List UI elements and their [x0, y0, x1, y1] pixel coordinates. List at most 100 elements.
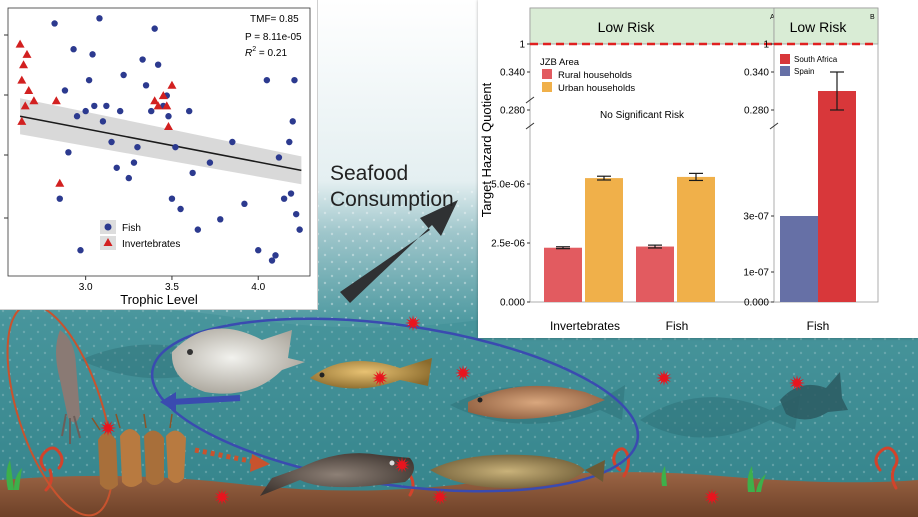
fish-point	[148, 107, 155, 115]
fish-point	[154, 61, 162, 68]
legend-spain-key	[780, 66, 790, 76]
fish-point	[287, 190, 295, 197]
fish-point	[194, 226, 202, 233]
panel-a-legend: JZB Area Rural households Urban househol…	[540, 57, 635, 94]
legend-south-africa-label: South Africa	[794, 55, 838, 64]
food-web-arrow-head-icon	[160, 392, 176, 412]
seafood-label-line1: Seafood	[330, 162, 408, 185]
fish-point	[263, 76, 271, 84]
invertebrate-point	[17, 116, 27, 125]
y-tick-label: 1	[763, 40, 769, 51]
contaminant-star-icon	[394, 457, 410, 473]
fish-point	[291, 76, 298, 84]
panel-a-y-label: Target Hazard Quotient	[479, 82, 494, 217]
invertebrate-point	[22, 49, 32, 58]
axis-break-icon	[525, 122, 535, 130]
pomfret-icon	[171, 328, 305, 394]
fish-point	[241, 200, 248, 208]
legend-rural-key	[542, 69, 552, 79]
fish-point	[142, 82, 150, 89]
invertebrate-point	[153, 101, 163, 110]
invertebrate-point	[150, 96, 160, 105]
category-label: Fish	[807, 319, 830, 333]
scatter-legend: Fish Invertebrates	[100, 220, 180, 250]
contaminant-star-icon	[100, 420, 116, 436]
tmf-annotation: TMF= 0.85	[250, 14, 299, 25]
panel-b-bars	[780, 71, 856, 302]
regression-line-path	[19, 115, 302, 172]
y-tick-label: 1e-07	[743, 268, 769, 279]
hazard-quotient-charts: Low Risk A No Significant Risk 0.000 2.5e…	[479, 7, 879, 333]
bar	[780, 216, 818, 302]
fish-point	[91, 102, 98, 110]
invertebrate-point	[163, 122, 173, 131]
scatter-points	[15, 15, 303, 264]
axis-break-icon	[769, 122, 779, 130]
fish-point	[82, 107, 89, 115]
x-tick-label: 4.0	[251, 282, 265, 293]
fish-point	[255, 247, 262, 254]
fish-point	[73, 113, 81, 120]
panel-a-y-ticks: 0.000 2.5e-06 5.0e-06 0.280 0.340 1	[491, 40, 535, 309]
y-tick-label: 0.340	[744, 68, 769, 79]
y-tick-label: 0.000	[500, 298, 525, 309]
y-tick-label: 1	[519, 40, 525, 51]
y-tick-label: 0.280	[744, 106, 769, 117]
sole-icon	[468, 385, 605, 420]
legend-rural-label: Rural households	[558, 70, 632, 81]
fish-point	[177, 205, 184, 213]
fish-point	[120, 71, 127, 79]
invertebrate-point	[24, 85, 34, 94]
bar	[585, 178, 623, 302]
fish-point	[275, 154, 283, 161]
invertebrate-point	[19, 60, 29, 69]
legend-spain-label: Spain	[794, 67, 814, 76]
fish-point	[229, 138, 236, 146]
y-tick-label: 3e-07	[743, 212, 769, 223]
r2-annotation: R2 = 0.21	[245, 46, 287, 59]
fish-point	[189, 169, 196, 177]
invertebrate-point	[162, 101, 172, 110]
fish-point	[151, 25, 158, 32]
contaminant-star-icon	[405, 315, 421, 331]
invertebrate-point	[55, 178, 65, 187]
contaminant-star-icon	[372, 370, 388, 386]
confidence-band	[20, 98, 302, 185]
no-risk-label: No Significant Risk	[600, 110, 685, 121]
catfish-icon	[260, 453, 414, 496]
y-tick-label: 0.000	[744, 298, 769, 309]
seafood-arrow-icon	[340, 200, 458, 303]
fish-point	[172, 143, 179, 151]
contaminant-star-icon	[789, 375, 805, 391]
contaminant-star-icon	[432, 489, 448, 505]
contaminant-star-icon	[455, 365, 471, 381]
food-web-arrow-head-icon	[250, 454, 270, 472]
trophic-scatter-chart: 3.0 3.5 4.0 TMF= 0.85 P = 8.11e-05 R2 = 0.…	[4, 7, 311, 307]
fish-point	[96, 15, 103, 22]
sediment	[0, 472, 918, 517]
panel-a-categories: Invertebrates Fish	[550, 319, 688, 333]
legend-invert-marker	[103, 238, 113, 246]
legend-fish-label: Fish	[122, 223, 141, 234]
panel-a-label: A	[770, 14, 775, 21]
panel-b-low-risk-band	[773, 7, 879, 45]
fish-silhouette-icon	[780, 372, 848, 420]
fish-point	[130, 159, 138, 166]
bar	[544, 247, 582, 302]
fish-point	[85, 76, 93, 84]
invertebrate-point	[20, 101, 30, 110]
legend-south-africa-key	[780, 54, 790, 64]
panel-a-legend-title: JZB Area	[540, 57, 580, 68]
regression-line	[19, 115, 302, 172]
panel-b-legend: South Africa Spain	[780, 54, 838, 76]
legend-fish-marker	[104, 223, 112, 231]
panel-b-y-ticks: 0.000 1e-07 3e-07 0.280 0.340 1	[743, 40, 779, 309]
shrimp-icon	[91, 413, 186, 490]
panel-a-low-risk-band	[529, 7, 781, 45]
risk-bar-panel: Low Risk A No Significant Risk 0.000 2.5e…	[478, 0, 918, 338]
contaminant-star-icon	[214, 489, 230, 505]
y-tick-label: 0.280	[500, 106, 525, 117]
legend-urban-label: Urban households	[558, 83, 635, 94]
scatter-x-ticks: 3.0 3.5 4.0	[4, 34, 266, 293]
fish-point	[103, 102, 110, 110]
